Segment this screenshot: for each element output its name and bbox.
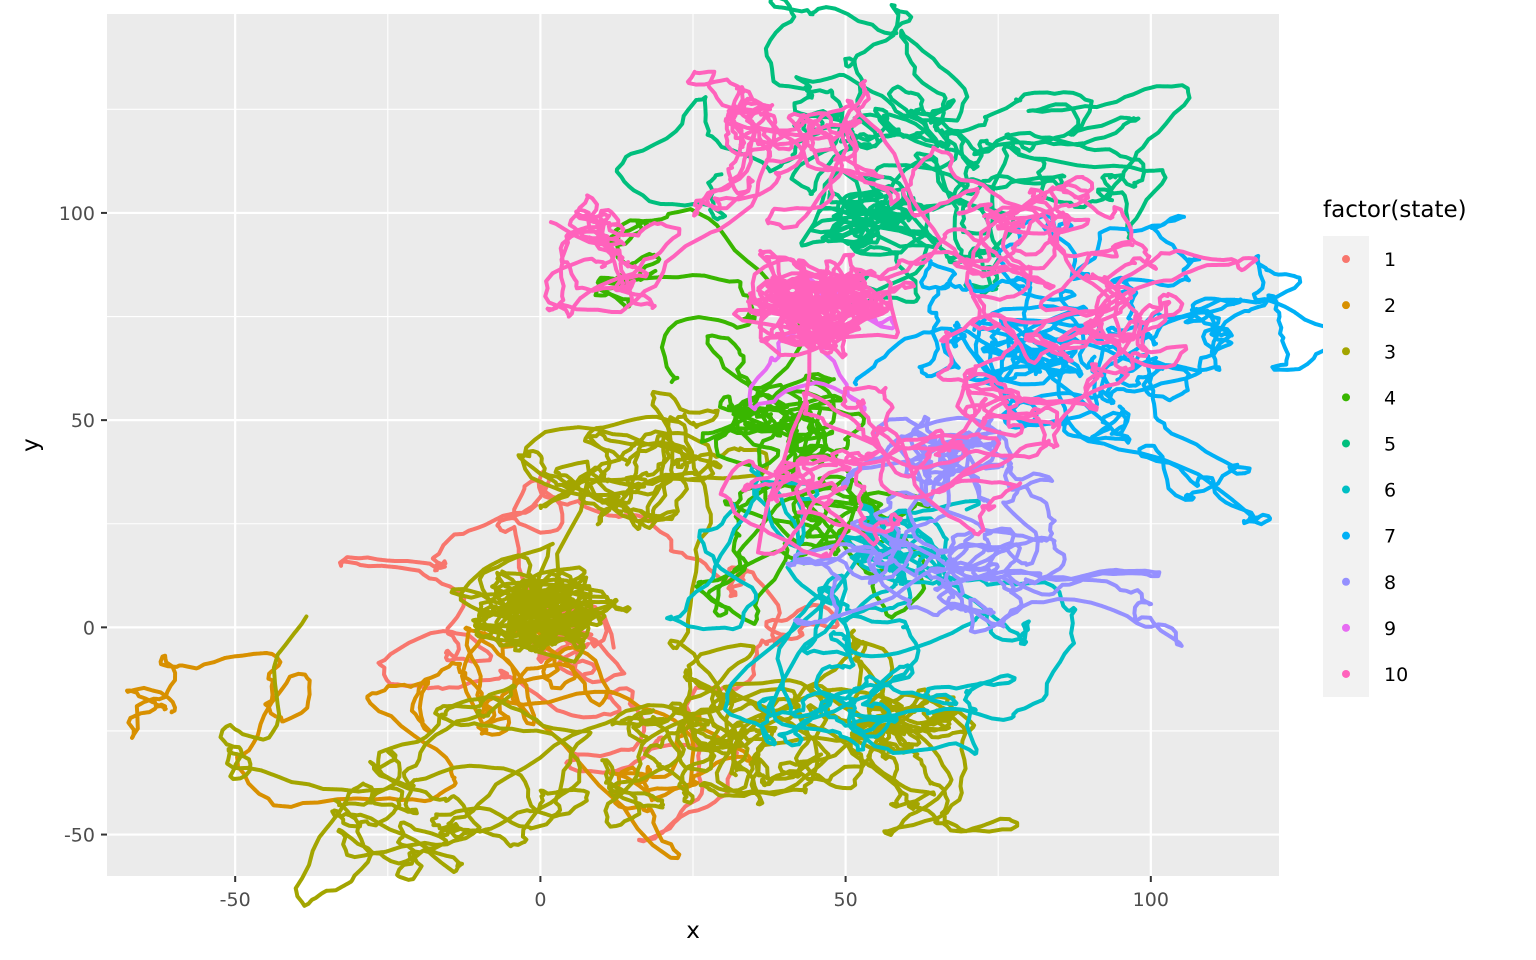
legend-key-2 [1342, 301, 1350, 310]
series-10-path [543, 69, 1259, 559]
y-tick-label: 0 [83, 617, 95, 639]
legend: factor(state) 1 2 3 4 5 6 7 8 9 10 [1323, 197, 1467, 697]
x-tick-label: 0 [534, 889, 546, 911]
series-5-path [614, 0, 1192, 306]
axis-ticks: -50 0 50 100 -50 0 50 100 [59, 203, 1169, 911]
legend-label-6: 6 [1384, 480, 1396, 502]
series-3-path [218, 389, 1020, 908]
y-tick-label: -50 [64, 825, 95, 847]
legend-key-3 [1342, 347, 1350, 356]
legend-label-9: 9 [1384, 618, 1396, 640]
legend-label-2: 2 [1384, 295, 1396, 317]
legend-label-7: 7 [1384, 526, 1396, 548]
legend-key-4 [1342, 393, 1350, 402]
x-tick-label: 100 [1133, 889, 1169, 911]
legend-key-8 [1342, 577, 1350, 586]
y-axis-title: y [18, 438, 44, 452]
legend-label-5: 5 [1384, 433, 1396, 455]
legend-key-5 [1342, 439, 1350, 448]
legend-key-7 [1342, 531, 1350, 540]
y-tick-label: 100 [59, 203, 95, 225]
x-axis-title: x [686, 918, 700, 944]
legend-key-10 [1342, 669, 1350, 678]
legend-key-6 [1342, 485, 1350, 494]
legend-key-1 [1342, 255, 1350, 264]
legend-label-8: 8 [1384, 572, 1396, 594]
legend-key-background [1323, 236, 1369, 697]
legend-label-10: 10 [1384, 664, 1408, 686]
series-6-path [664, 463, 1078, 756]
legend-items: 1 2 3 4 5 6 7 8 9 10 [1342, 249, 1408, 686]
legend-label-4: 4 [1384, 387, 1396, 409]
x-tick-label: -50 [220, 889, 251, 911]
legend-key-9 [1342, 623, 1350, 632]
y-tick-label: 50 [71, 410, 95, 432]
series-layer [124, 0, 1364, 908]
legend-label-3: 3 [1384, 341, 1396, 363]
legend-title: factor(state) [1323, 197, 1467, 223]
x-tick-label: 50 [834, 889, 858, 911]
legend-label-1: 1 [1384, 249, 1396, 271]
